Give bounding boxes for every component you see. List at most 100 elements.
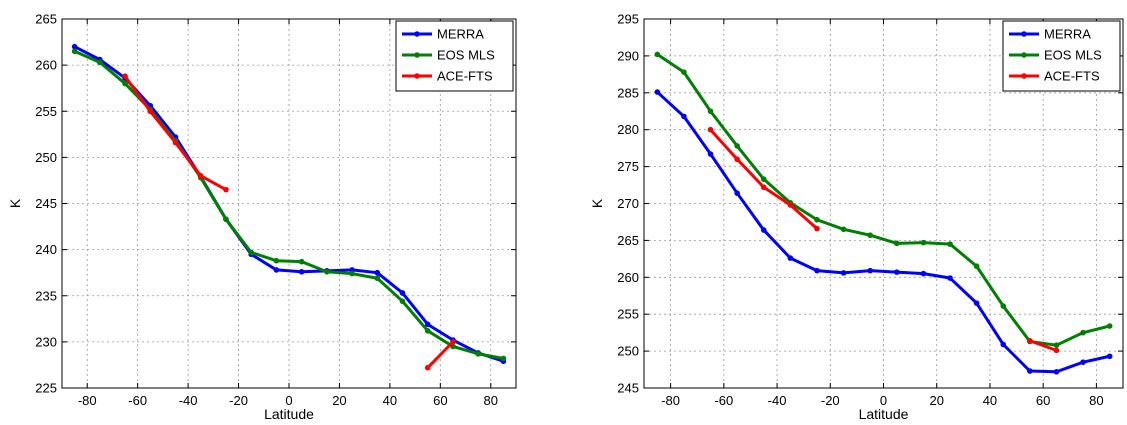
data-point [1000,341,1007,348]
x-tick-label: 80 [1089,393,1103,408]
data-point [734,156,740,163]
data-point [273,267,280,273]
y-axis-label: K [7,198,23,208]
data-point [374,275,381,282]
legend-marker [1021,52,1027,58]
data-point [787,202,794,208]
data-point [399,298,406,305]
legend-entry: EOS MLS [1044,48,1102,63]
data-point [760,184,767,191]
series-line [1029,339,1057,352]
x-tick-label: -60 [128,393,147,408]
x-tick-label: 40 [983,393,997,408]
legend: MERRA EOS MLS ACE-FTS [1002,20,1121,92]
data-point [894,269,900,275]
data-point [172,139,179,146]
data-point [973,263,980,270]
x-tick-label: 60 [433,393,447,408]
x-tick-label: 20 [929,393,943,408]
x-axis-label: Latitude [264,406,314,422]
y-tick-label: 265 [617,233,639,248]
data-point [424,321,431,328]
x-tick-label: 0 [285,393,292,408]
data-point [248,249,254,256]
data-point [1053,342,1060,348]
data-point [324,268,330,275]
data-point [760,176,767,182]
legend-marker [1021,73,1027,79]
legend-entry: MERRA [1044,27,1091,42]
x-tick-label: 0 [880,393,887,408]
data-point [1106,353,1113,360]
y-tick-label: 250 [617,344,639,359]
chart-panel-1: -80 -60 -40 -20 0 20 40 60 80 225 230 235 240 245 250 2… [7,12,517,422]
x-axis-label: Latitude [859,406,909,422]
data-point [399,290,406,296]
y-tick-label: 245 [617,381,639,396]
data-point [920,239,927,246]
data-point [947,275,953,281]
data-point [734,190,740,196]
y-tick-label: 280 [617,122,639,137]
data-point [787,255,794,261]
x-tick-label: 40 [383,393,397,408]
data-point [973,300,980,306]
data-point [71,43,78,50]
y-tick-label: 245 [35,196,57,211]
data-point [475,351,481,357]
x-tick-label: 80 [484,393,498,408]
data-point [1000,303,1007,309]
x-tick-label: -20 [821,393,840,408]
data-point [707,108,714,115]
series-merra [654,89,1113,375]
data-point [1080,329,1086,336]
chart-panel-2: -80 -60 -40 -20 0 20 40 60 80 245 250 255 260 265 270 2… [589,12,1124,422]
data-point [298,258,305,265]
x-tick-label: -80 [78,393,97,408]
data-point [840,270,847,276]
x-tick-label: -40 [768,393,787,408]
data-point [867,267,873,274]
legend-marker [1021,31,1027,37]
y-tick-label: 270 [617,196,639,211]
x-tick-label: 20 [332,393,346,408]
legend-entry: ACE-FTS [437,69,493,84]
data-point [122,80,128,87]
data-point [654,89,661,95]
data-point [450,339,456,345]
legend-entry: MERRA [437,27,484,42]
y-tick-label: 295 [617,12,639,27]
x-tick-label: -80 [661,393,680,408]
data-point [424,364,431,371]
x-tick-label: -20 [229,393,248,408]
data-point [894,240,900,247]
legend-marker [414,31,420,37]
data-point [1080,359,1086,365]
data-point [349,270,355,277]
data-point [223,216,229,222]
data-point [814,225,820,232]
data-point [760,227,767,233]
data-point [734,143,740,149]
y-tick-label: 235 [35,288,57,303]
y-tick-label: 250 [35,150,57,165]
y-tick-label: 260 [35,58,57,73]
data-point [298,268,305,275]
data-point [840,226,847,233]
data-point [71,48,78,55]
legend-entry: EOS MLS [437,48,495,63]
y-tick-label: 275 [617,159,639,174]
x-tick-label: -60 [714,393,733,408]
data-point [814,267,820,274]
y-tick-label: 265 [35,12,57,27]
data-point [97,59,103,66]
y-tick-label: 225 [35,381,57,396]
x-tick-label: 60 [1036,393,1050,408]
data-point [374,269,381,276]
data-point [1053,347,1060,354]
data-point [814,216,820,223]
data-point [424,328,431,334]
y-tick-label: 285 [617,85,639,100]
data-point [681,69,687,75]
